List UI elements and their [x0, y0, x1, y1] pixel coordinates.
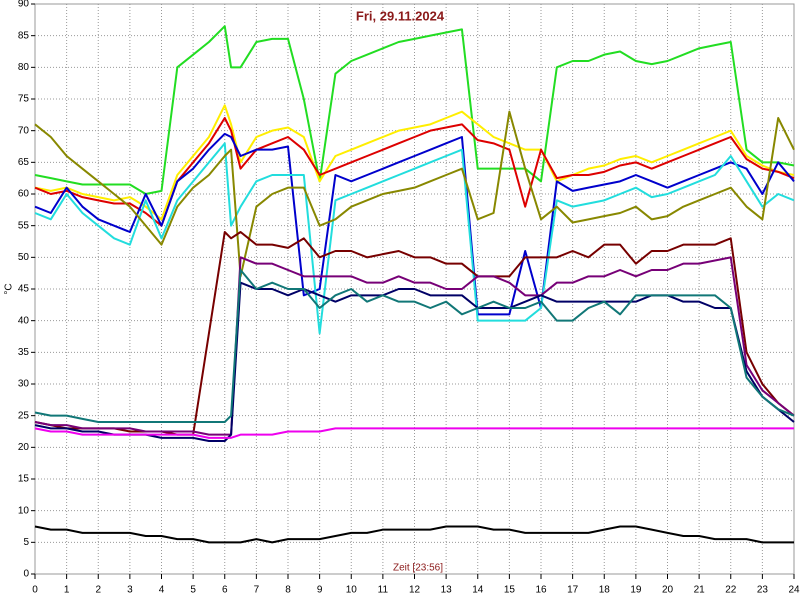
x-tick-label: 22 — [725, 585, 737, 596]
x-tick-label: 11 — [378, 585, 389, 596]
y-tick-label: 35 — [18, 347, 30, 358]
series-line — [34, 427, 794, 439]
y-tick-label: 45 — [18, 284, 30, 295]
series-line — [34, 269, 795, 423]
y-tick-label: 30 — [18, 379, 30, 390]
x-tick-label: 24 — [788, 585, 800, 596]
y-tick-label: 80 — [18, 62, 30, 73]
x-tick-label: 1 — [64, 585, 70, 596]
x-tick-label: 10 — [346, 585, 358, 596]
x-tick-label: 20 — [662, 585, 674, 596]
y-tick-label: 90 — [18, 0, 30, 10]
series-line — [34, 142, 795, 335]
y-tick-label: 5 — [23, 537, 29, 548]
series-line — [34, 25, 795, 195]
y-tick-label: 65 — [18, 157, 30, 168]
x-tick-label: 7 — [254, 585, 260, 596]
x-axis-label: Zeit [23:56] — [393, 563, 443, 574]
x-tick-label: 14 — [472, 585, 484, 596]
x-tick-label: 13 — [441, 585, 453, 596]
y-tick-label: 0 — [23, 569, 29, 580]
x-tick-label: 8 — [285, 585, 291, 596]
x-tick-label: 12 — [409, 585, 421, 596]
series-line — [34, 110, 795, 278]
x-tick-label: 6 — [222, 585, 228, 596]
y-tick-label: 40 — [18, 315, 30, 326]
x-tick-label: 9 — [317, 585, 323, 596]
series-line — [34, 132, 795, 316]
y-tick-label: 20 — [18, 442, 30, 453]
y-tick-label: 55 — [18, 220, 30, 231]
x-tick-label: 23 — [757, 585, 769, 596]
y-tick-label: 70 — [18, 125, 30, 136]
series-line — [34, 256, 795, 436]
y-axis-label: °C — [4, 283, 15, 294]
y-tick-label: 50 — [18, 252, 30, 263]
lines — [34, 25, 795, 544]
y-tick-label: 60 — [18, 189, 30, 200]
x-tick-label: 21 — [694, 585, 706, 596]
y-tick-label: 15 — [18, 474, 30, 485]
series-line — [34, 525, 794, 544]
x-tick-label: 4 — [159, 585, 165, 596]
x-tick-label: 3 — [127, 585, 133, 596]
chart-title: Fri, 29.11.2024 — [356, 8, 445, 23]
x-tick-label: 17 — [567, 585, 579, 596]
x-tick-label: 18 — [599, 585, 611, 596]
x-tick-label: 0 — [32, 585, 38, 596]
y-tick-label: 25 — [18, 410, 30, 421]
series-line — [34, 104, 795, 221]
y-tick-label: 75 — [18, 94, 30, 105]
y-tick-label: 85 — [18, 30, 30, 41]
x-tick-label: 16 — [535, 585, 547, 596]
x-tick-label: 19 — [630, 585, 642, 596]
x-tick-label: 2 — [95, 585, 101, 596]
x-tick-label: 15 — [504, 585, 516, 596]
y-tick-label: 10 — [18, 505, 30, 516]
x-tick-label: 5 — [190, 585, 196, 596]
